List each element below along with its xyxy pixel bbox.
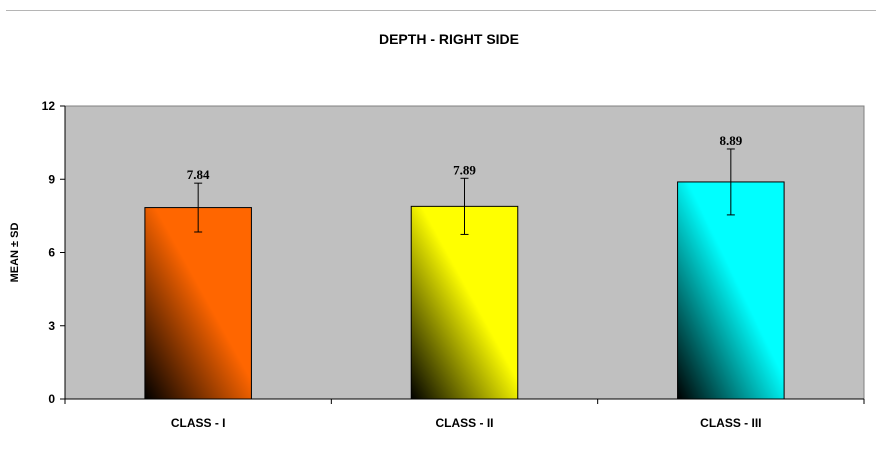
y-tick-label: 12 [42, 99, 56, 113]
data-label-3: 8.89 [719, 133, 742, 148]
y-tick-label: 9 [48, 172, 55, 186]
y-tick-label: 6 [48, 246, 55, 260]
bars-group: 7.84 7.89 8.89 [144, 133, 785, 400]
x-tick-label: CLASS - III [700, 416, 761, 430]
x-tick-label: CLASS - II [435, 416, 493, 430]
data-label-2: 7.89 [453, 162, 476, 177]
top-divider-line [6, 10, 876, 11]
bar-3 [677, 181, 785, 400]
bar-1 [144, 207, 252, 400]
y-axis-label: MEAN ± SD [9, 223, 21, 283]
data-label-1: 7.84 [187, 167, 210, 182]
chart-title: DEPTH - RIGHT SIDE [379, 31, 519, 47]
y-tick-label: 3 [48, 319, 55, 333]
x-axis: CLASS - I CLASS - II CLASS - III [64, 398, 865, 430]
x-tick-label: CLASS - I [171, 416, 226, 430]
y-axis: 0 3 6 9 12 [42, 99, 66, 406]
y-tick-label: 0 [48, 392, 55, 406]
bar-2 [410, 205, 519, 400]
